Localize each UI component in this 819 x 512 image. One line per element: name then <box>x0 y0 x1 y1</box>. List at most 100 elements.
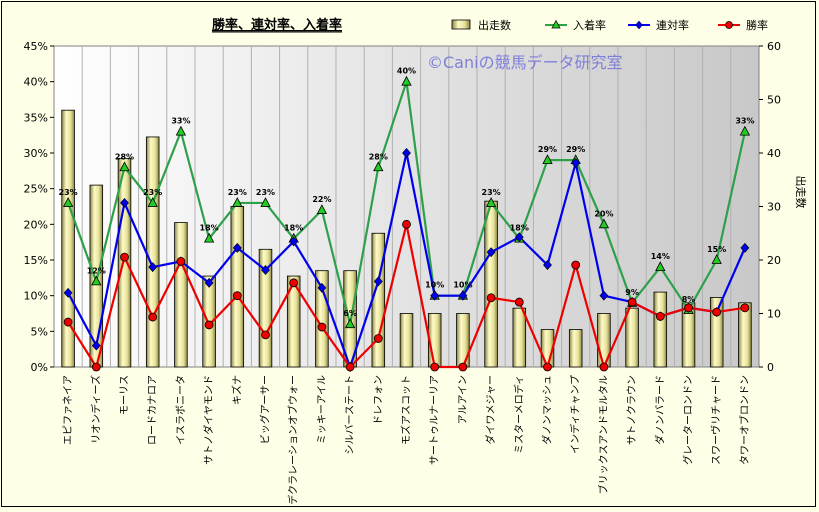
category-label: シルバーステート <box>344 375 356 455</box>
legend-label: 入着率 <box>573 18 606 32</box>
point-diamond <box>63 287 73 298</box>
category-label: グレーターロンドン <box>682 375 695 465</box>
point-circle <box>317 322 327 332</box>
category-label: イスラボニータ <box>175 375 187 445</box>
y-tick-label: 20% <box>24 218 48 231</box>
y-tick-label: 30% <box>24 147 48 160</box>
point-circle <box>148 312 158 322</box>
point-circle <box>458 362 468 372</box>
point-triangle <box>232 197 243 207</box>
bar <box>145 136 160 368</box>
y-tick-label: 35% <box>24 111 48 124</box>
y-tick-label: 40% <box>24 76 48 89</box>
legend: 出走数 入着率 連対率 勝率 <box>451 18 768 32</box>
bar <box>512 307 527 368</box>
point-circle <box>627 297 637 307</box>
data-label: 14% <box>651 252 670 261</box>
point-diamond <box>120 197 129 208</box>
legend-swatch-bar <box>451 19 471 30</box>
point-circle <box>261 330 270 340</box>
point-diamond <box>458 290 468 301</box>
point-diamond <box>289 236 299 247</box>
point-diamond <box>599 290 609 301</box>
category-label: エピファネイア <box>62 375 74 445</box>
point-triangle <box>739 125 751 136</box>
point-diamond <box>740 242 750 253</box>
category-label: ビッグアーサー <box>259 375 272 444</box>
legend-label: 勝率 <box>746 18 768 32</box>
category-label: アルアイン <box>458 375 469 424</box>
data-label: 15% <box>707 245 726 254</box>
point-triangle <box>147 197 158 207</box>
category-label: ドレフォン <box>373 375 384 425</box>
data-label: 20% <box>594 209 613 218</box>
point-circle <box>63 317 73 327</box>
point-circle <box>373 334 383 343</box>
point-circle <box>712 307 722 317</box>
category-label: モズアスコット <box>400 375 413 445</box>
x-axis-categories: エピファネイア リオンディーズ モーリス ロードカナロア イスラボニータ サトノダイヤモン… <box>62 375 751 505</box>
data-label: 23% <box>143 188 162 197</box>
point-triangle <box>175 125 187 136</box>
data-label: 12% <box>87 266 106 275</box>
point-circle <box>486 293 496 303</box>
category-label: サトノクラウン <box>626 375 638 445</box>
y-tick-label: 45% <box>24 40 48 53</box>
point-triangle <box>62 197 74 207</box>
point-diamond <box>486 247 496 258</box>
bar <box>484 200 498 368</box>
bar <box>61 109 75 368</box>
y2-axis-label: 出走数 <box>794 176 808 209</box>
y2-tick-label: 30 <box>767 201 781 214</box>
data-label: 10% <box>453 281 472 290</box>
category-label: ブリックスアンドモルタル <box>597 375 610 494</box>
y2-tick-label: 50 <box>767 94 781 107</box>
category-label: ミッキーアイル <box>317 375 328 444</box>
point-triangle <box>203 232 215 243</box>
point-triangle <box>711 254 722 264</box>
y-tick-label: 15% <box>24 254 48 267</box>
category-label: リオンディーズ <box>89 375 102 444</box>
data-label: 33% <box>735 117 754 126</box>
category-label: ロードカナロア <box>147 375 159 445</box>
point-triangle <box>598 218 610 229</box>
data-label: 8% <box>682 295 696 304</box>
data-label: 40% <box>397 67 416 76</box>
y-tick-label: 10% <box>24 290 48 303</box>
legend-label: 出走数 <box>478 18 511 32</box>
point-diamond <box>91 340 101 351</box>
legend-label: 連対率 <box>656 18 689 32</box>
data-label: 10% <box>425 281 444 290</box>
y2-tick-label: 60 <box>767 40 781 53</box>
y-axis-left: 0% 5% 10% 15% 20% 25% 30% 35% 40% 45% <box>24 40 54 374</box>
chart-title: 勝率、連対率、入着率 <box>212 17 342 33</box>
data-label: 29% <box>538 145 557 154</box>
data-label: 22% <box>312 195 331 204</box>
bar <box>230 206 245 368</box>
point-circle <box>571 260 581 270</box>
point-diamond <box>430 290 440 301</box>
point-triangle <box>344 318 356 329</box>
category-label: サートゥルナーリア <box>429 375 441 465</box>
y-tick-label: 25% <box>24 183 48 196</box>
point-circle <box>176 257 186 266</box>
data-label: 18% <box>510 224 529 233</box>
point-triangle <box>260 197 271 207</box>
y2-tick-label: 0 <box>767 361 774 374</box>
category-label: インディチャンプ <box>569 375 582 454</box>
point-diamond <box>373 276 383 287</box>
legend-marker <box>725 21 733 29</box>
y2-tick-label: 20 <box>767 254 781 267</box>
data-label: 29% <box>566 145 585 154</box>
point-diamond <box>261 265 270 275</box>
category-label: ミスターメロディ <box>512 375 525 454</box>
point-triangle <box>373 161 384 172</box>
point-circle <box>543 362 552 372</box>
bar <box>738 302 752 368</box>
point-circle <box>684 303 693 313</box>
bar <box>399 313 414 368</box>
data-label: 18% <box>284 224 303 233</box>
point-triangle <box>655 261 666 272</box>
